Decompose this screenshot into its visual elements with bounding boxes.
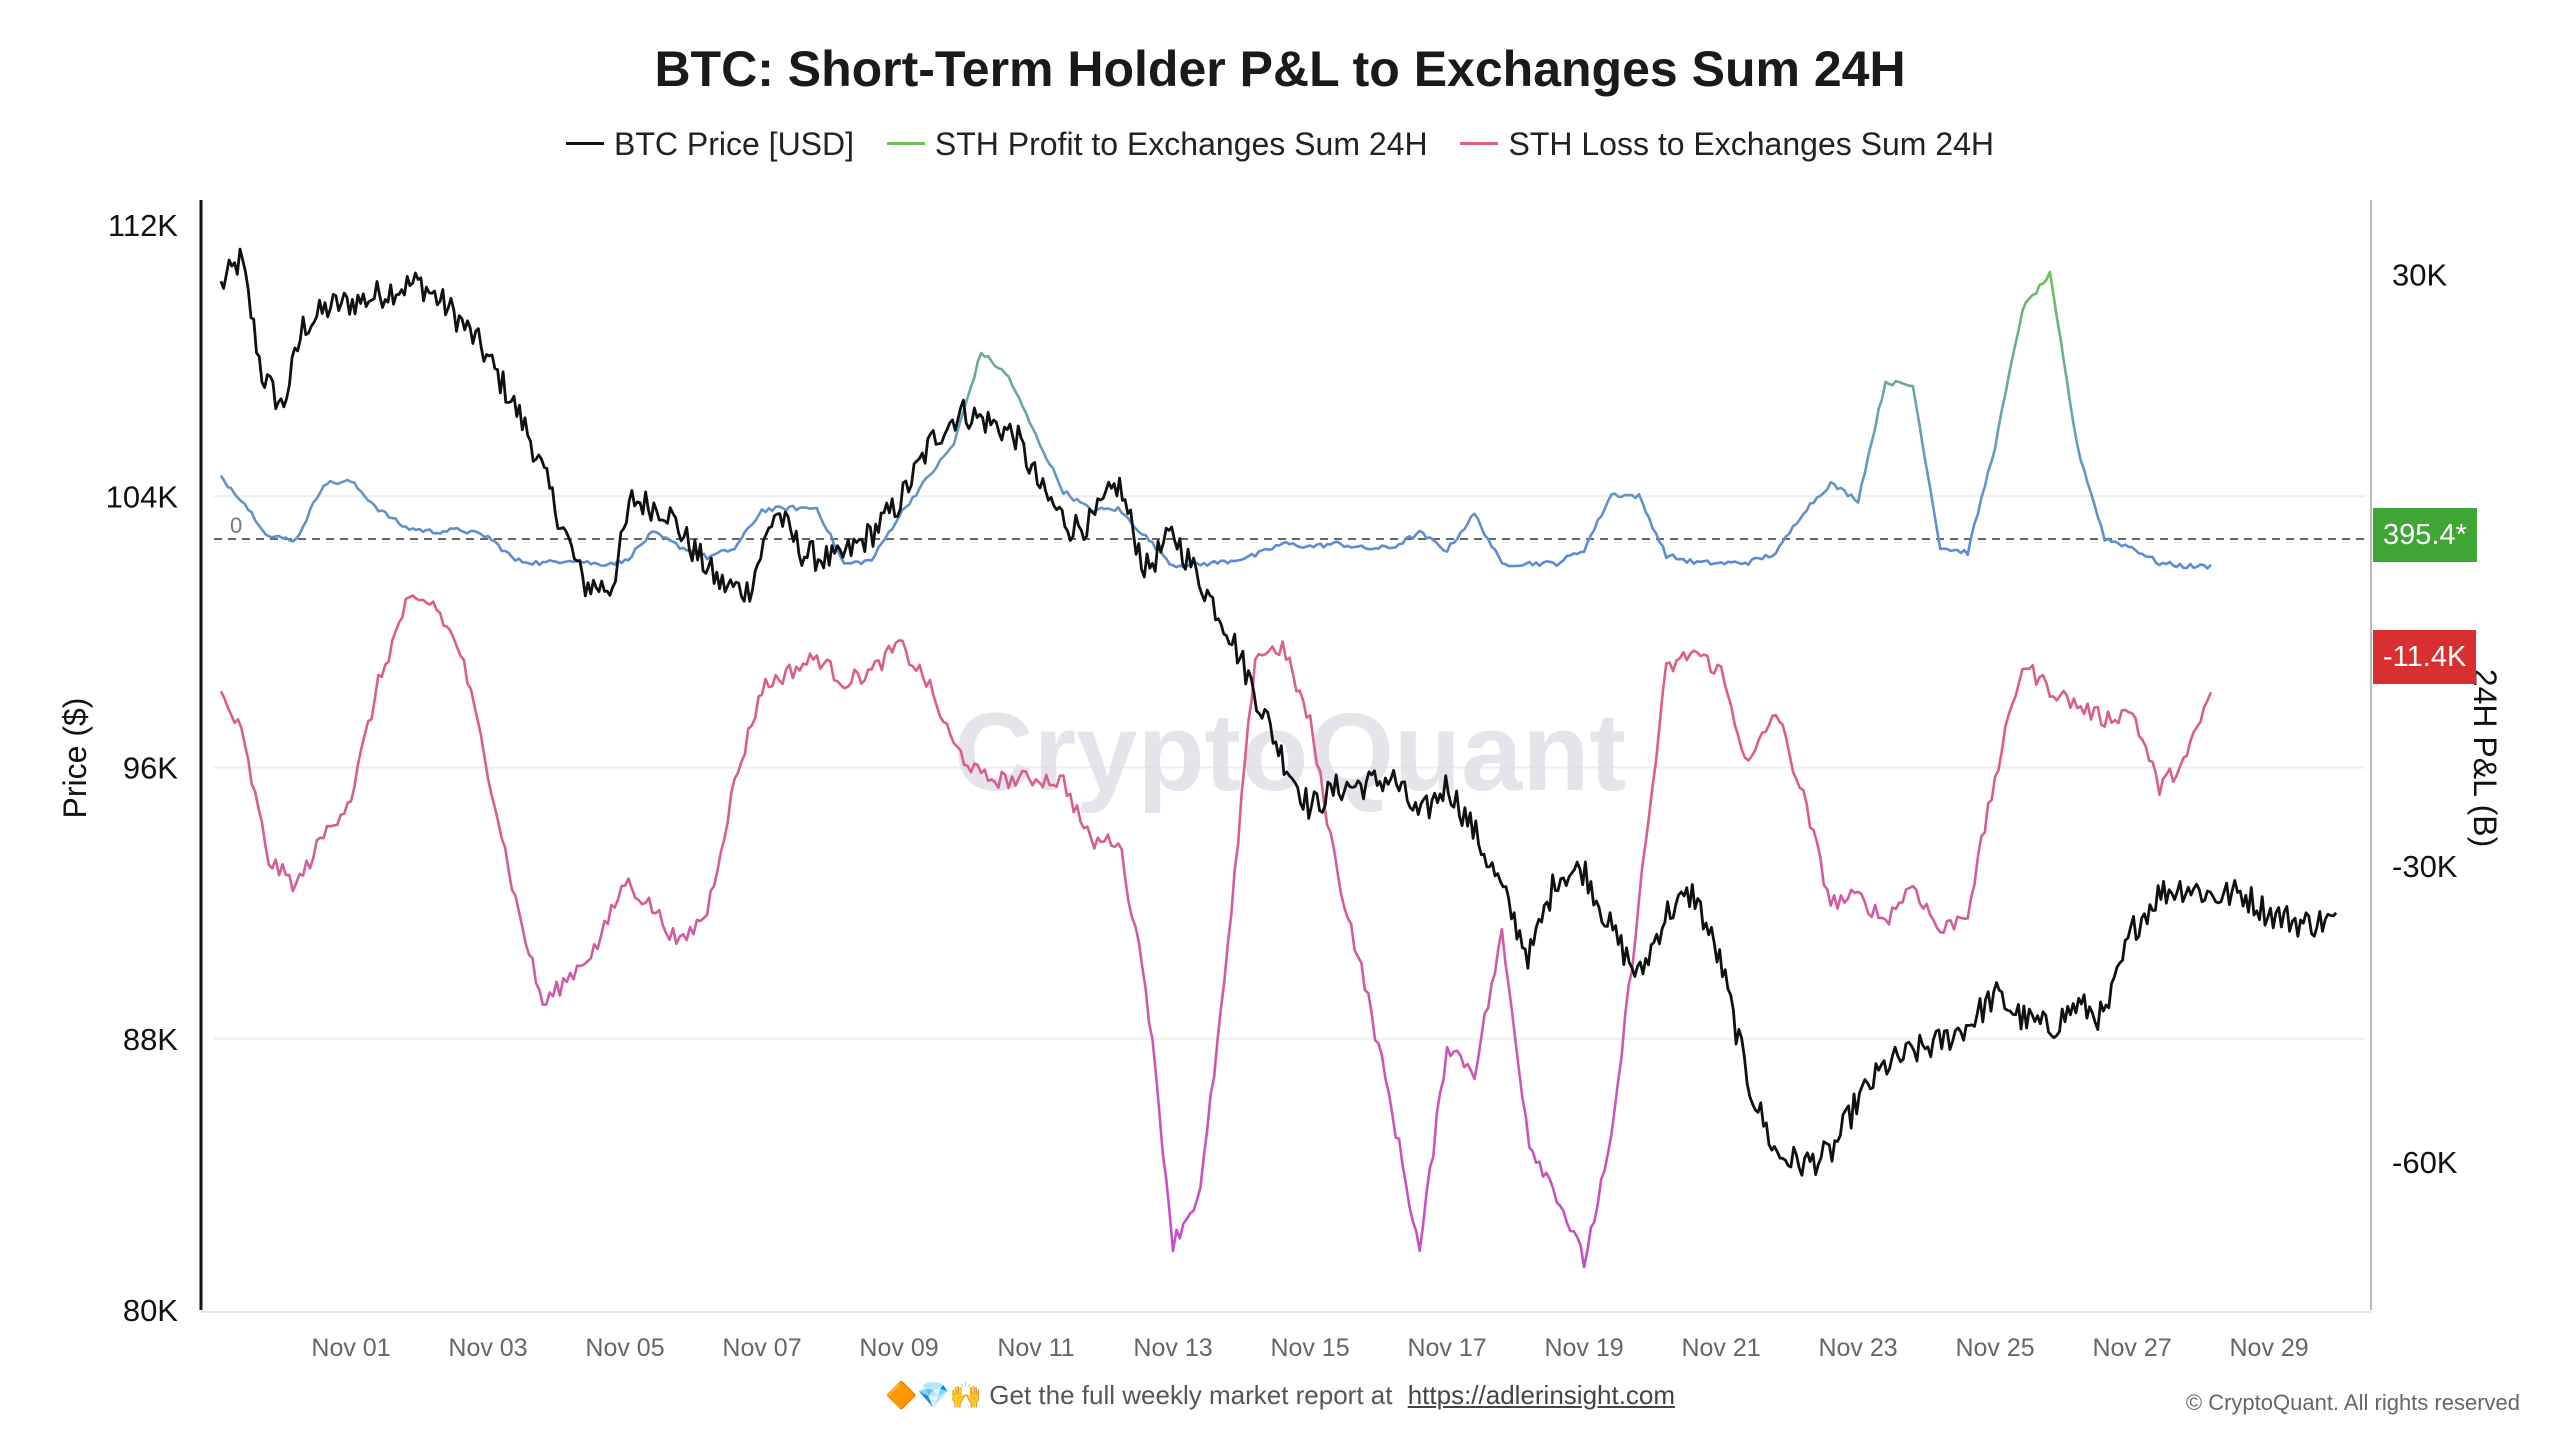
x-tick-label: Nov 27 — [2092, 1334, 2171, 1362]
watermark: CryptoQuant — [954, 691, 1626, 814]
legend-swatch-profit — [886, 142, 925, 146]
footer-text: Get the full weekly market report at — [989, 1380, 1393, 1410]
left-tick-label: 88K — [123, 1022, 178, 1057]
right-axis-ticks: 30K -30K -60K — [2392, 257, 2458, 1180]
left-axis-ticks: 112K 104K 96K 88K 80K — [106, 208, 179, 1328]
x-tick-label: Nov 29 — [2229, 1334, 2308, 1362]
x-tick-label: Nov 11 — [997, 1334, 1074, 1362]
right-axis-label: 24H P&L (B) — [2467, 669, 2503, 847]
x-axis-ticks: Nov 01 Nov 03 Nov 05 Nov 07 Nov 09 Nov 11 Nov … — [311, 1334, 2308, 1362]
legend-label-profit: STH Profit to Exchanges Sum 24H — [934, 126, 1428, 162]
sth-profit-line — [219, 270, 2212, 570]
loss-value-flag: -11.4K — [2373, 630, 2477, 684]
left-tick-label: 96K — [123, 751, 178, 786]
zero-label: 0 — [230, 513, 242, 538]
left-axis-label: Price ($) — [57, 698, 93, 819]
chart-title: BTC: Short-Term Holder P&L to Exchanges … — [654, 41, 1906, 97]
legend: BTC Price [USD] STH Profit to Exchanges … — [0, 126, 2560, 163]
profit-value-flag: 395.4* — [2373, 508, 2477, 562]
right-tick-label: 30K — [2392, 257, 2447, 292]
x-tick-label: Nov 15 — [1270, 1334, 1349, 1362]
x-tick-label: Nov 25 — [1955, 1334, 2034, 1362]
legend-swatch-loss — [1460, 142, 1499, 146]
legend-swatch-price — [565, 142, 604, 146]
x-tick-label: Nov 19 — [1544, 1334, 1623, 1362]
right-tick-label: -30K — [2392, 849, 2458, 884]
x-tick-label: Nov 01 — [311, 1334, 390, 1362]
legend-item-profit[interactable]: STH Profit to Exchanges Sum 24H — [886, 126, 1428, 163]
right-tick-label: -60K — [2392, 1145, 2458, 1180]
footer-emojis: 🔶💎🙌 — [884, 1380, 983, 1410]
x-tick-label: Nov 13 — [1133, 1334, 1212, 1362]
left-tick-label: 104K — [106, 479, 179, 514]
x-tick-label: Nov 09 — [859, 1334, 938, 1362]
x-tick-label: Nov 03 — [448, 1334, 527, 1362]
sth-loss-line — [219, 594, 2213, 1269]
legend-label-price: BTC Price [USD] — [613, 126, 855, 162]
footer-link[interactable]: https://adlerinsight.com — [1407, 1380, 1676, 1410]
left-tick-label: 80K — [123, 1293, 178, 1328]
btc-price-line — [219, 247, 2338, 1177]
legend-label-loss: STH Loss to Exchanges Sum 24H — [1508, 126, 1995, 162]
legend-item-price[interactable]: BTC Price [USD] — [565, 126, 855, 163]
x-tick-label: Nov 17 — [1407, 1334, 1486, 1362]
x-tick-label: Nov 23 — [1818, 1334, 1897, 1362]
x-tick-label: Nov 21 — [1681, 1334, 1760, 1362]
copyright: © CryptoQuant. All rights reserved — [2185, 1390, 2520, 1415]
left-tick-label: 112K — [108, 208, 178, 243]
x-tick-label: Nov 07 — [722, 1334, 801, 1362]
footer: 🔶💎🙌 Get the full weekly market report at… — [0, 1380, 2560, 1411]
gridlines — [214, 495, 2365, 1040]
x-tick-label: Nov 05 — [585, 1334, 664, 1362]
legend-item-loss[interactable]: STH Loss to Exchanges Sum 24H — [1460, 126, 1994, 163]
